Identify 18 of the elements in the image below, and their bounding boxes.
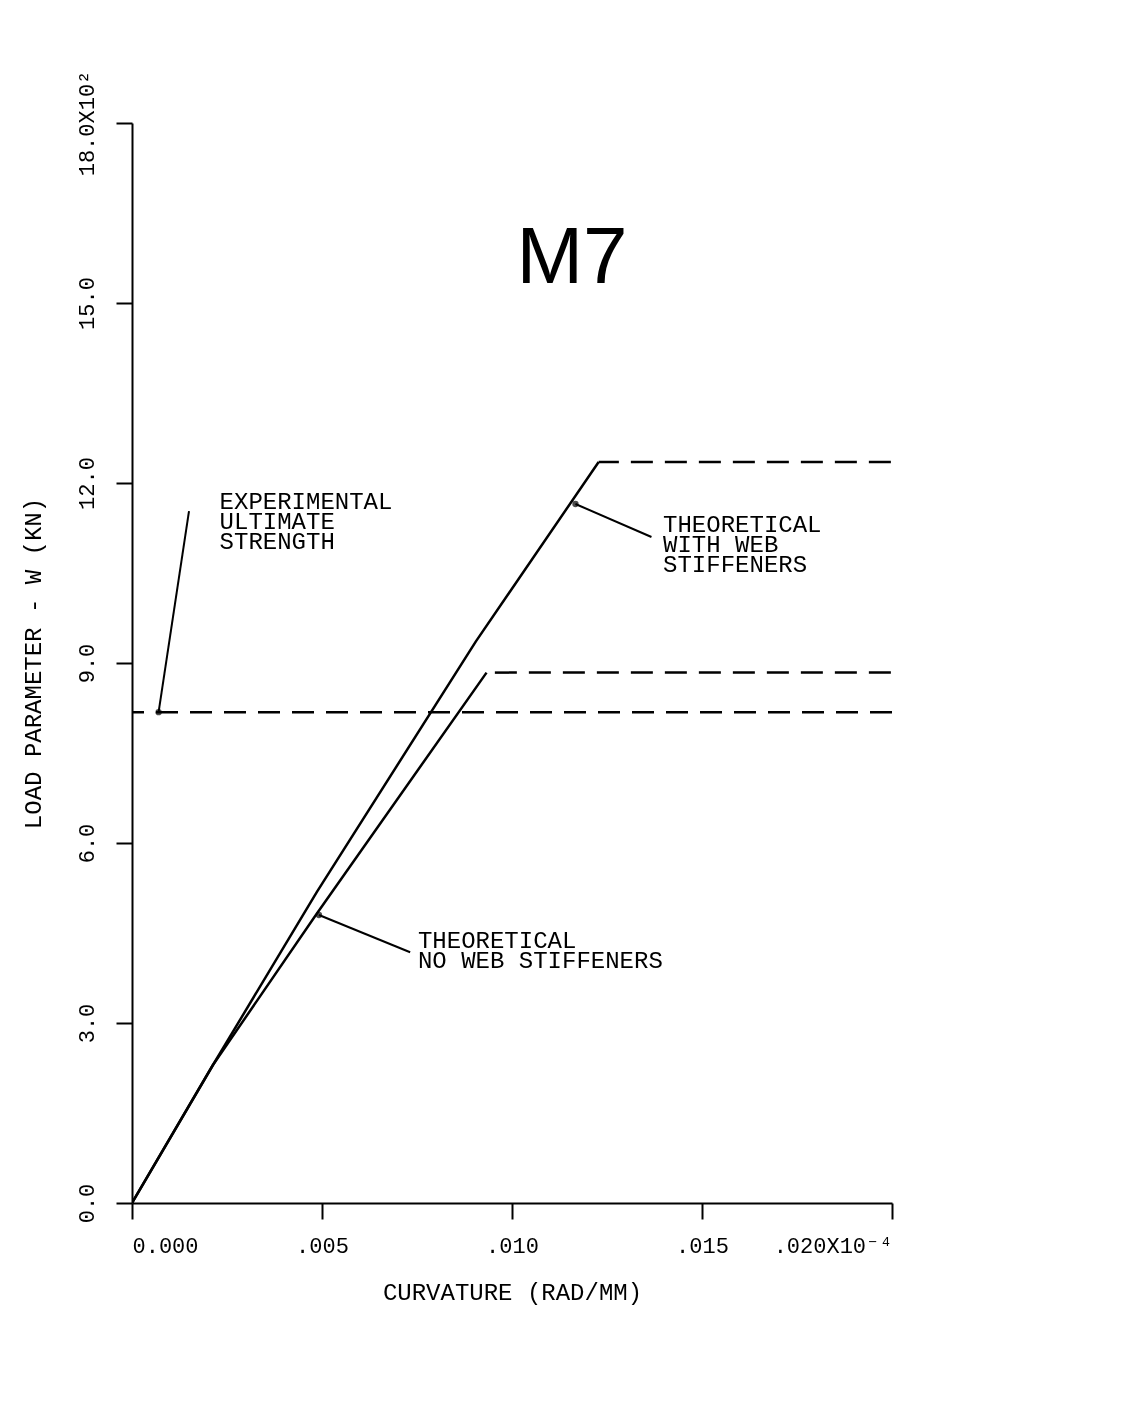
y-axis-title: LOAD PARAMETER - W (KN) — [20, 497, 48, 830]
x-tick-label: .015 — [676, 1234, 729, 1260]
y-tick-label: 18.0X10² — [75, 70, 101, 177]
x-axis-title: CURVATURE (RAD/MM) — [382, 1279, 643, 1307]
y-tick-label: 0.0 — [75, 1183, 101, 1224]
y-tick-label: 9.0 — [75, 643, 101, 684]
annotation: THEORETICAL NO WEB STIFFENERS — [417, 928, 663, 976]
text: M7 — [516, 211, 628, 301]
annotation: THEORETICAL WITH WEB STIFFENERS — [663, 512, 822, 579]
x-tick-label: .010 — [486, 1234, 539, 1260]
y-tick-label: 3.0 — [75, 1003, 101, 1044]
x-tick-label: 0.000 — [132, 1234, 199, 1260]
x-tick-label: .020X10⁻⁴ — [773, 1234, 893, 1260]
x-tick-label: .005 — [296, 1234, 349, 1260]
ref-line-label: EXPERIMENTAL ULTIMATE STRENGTH — [219, 489, 393, 557]
y-tick-label: 12.0 — [75, 457, 101, 510]
y-tick-label: 15.0 — [75, 277, 101, 330]
y-tick-label: 6.0 — [75, 823, 101, 864]
